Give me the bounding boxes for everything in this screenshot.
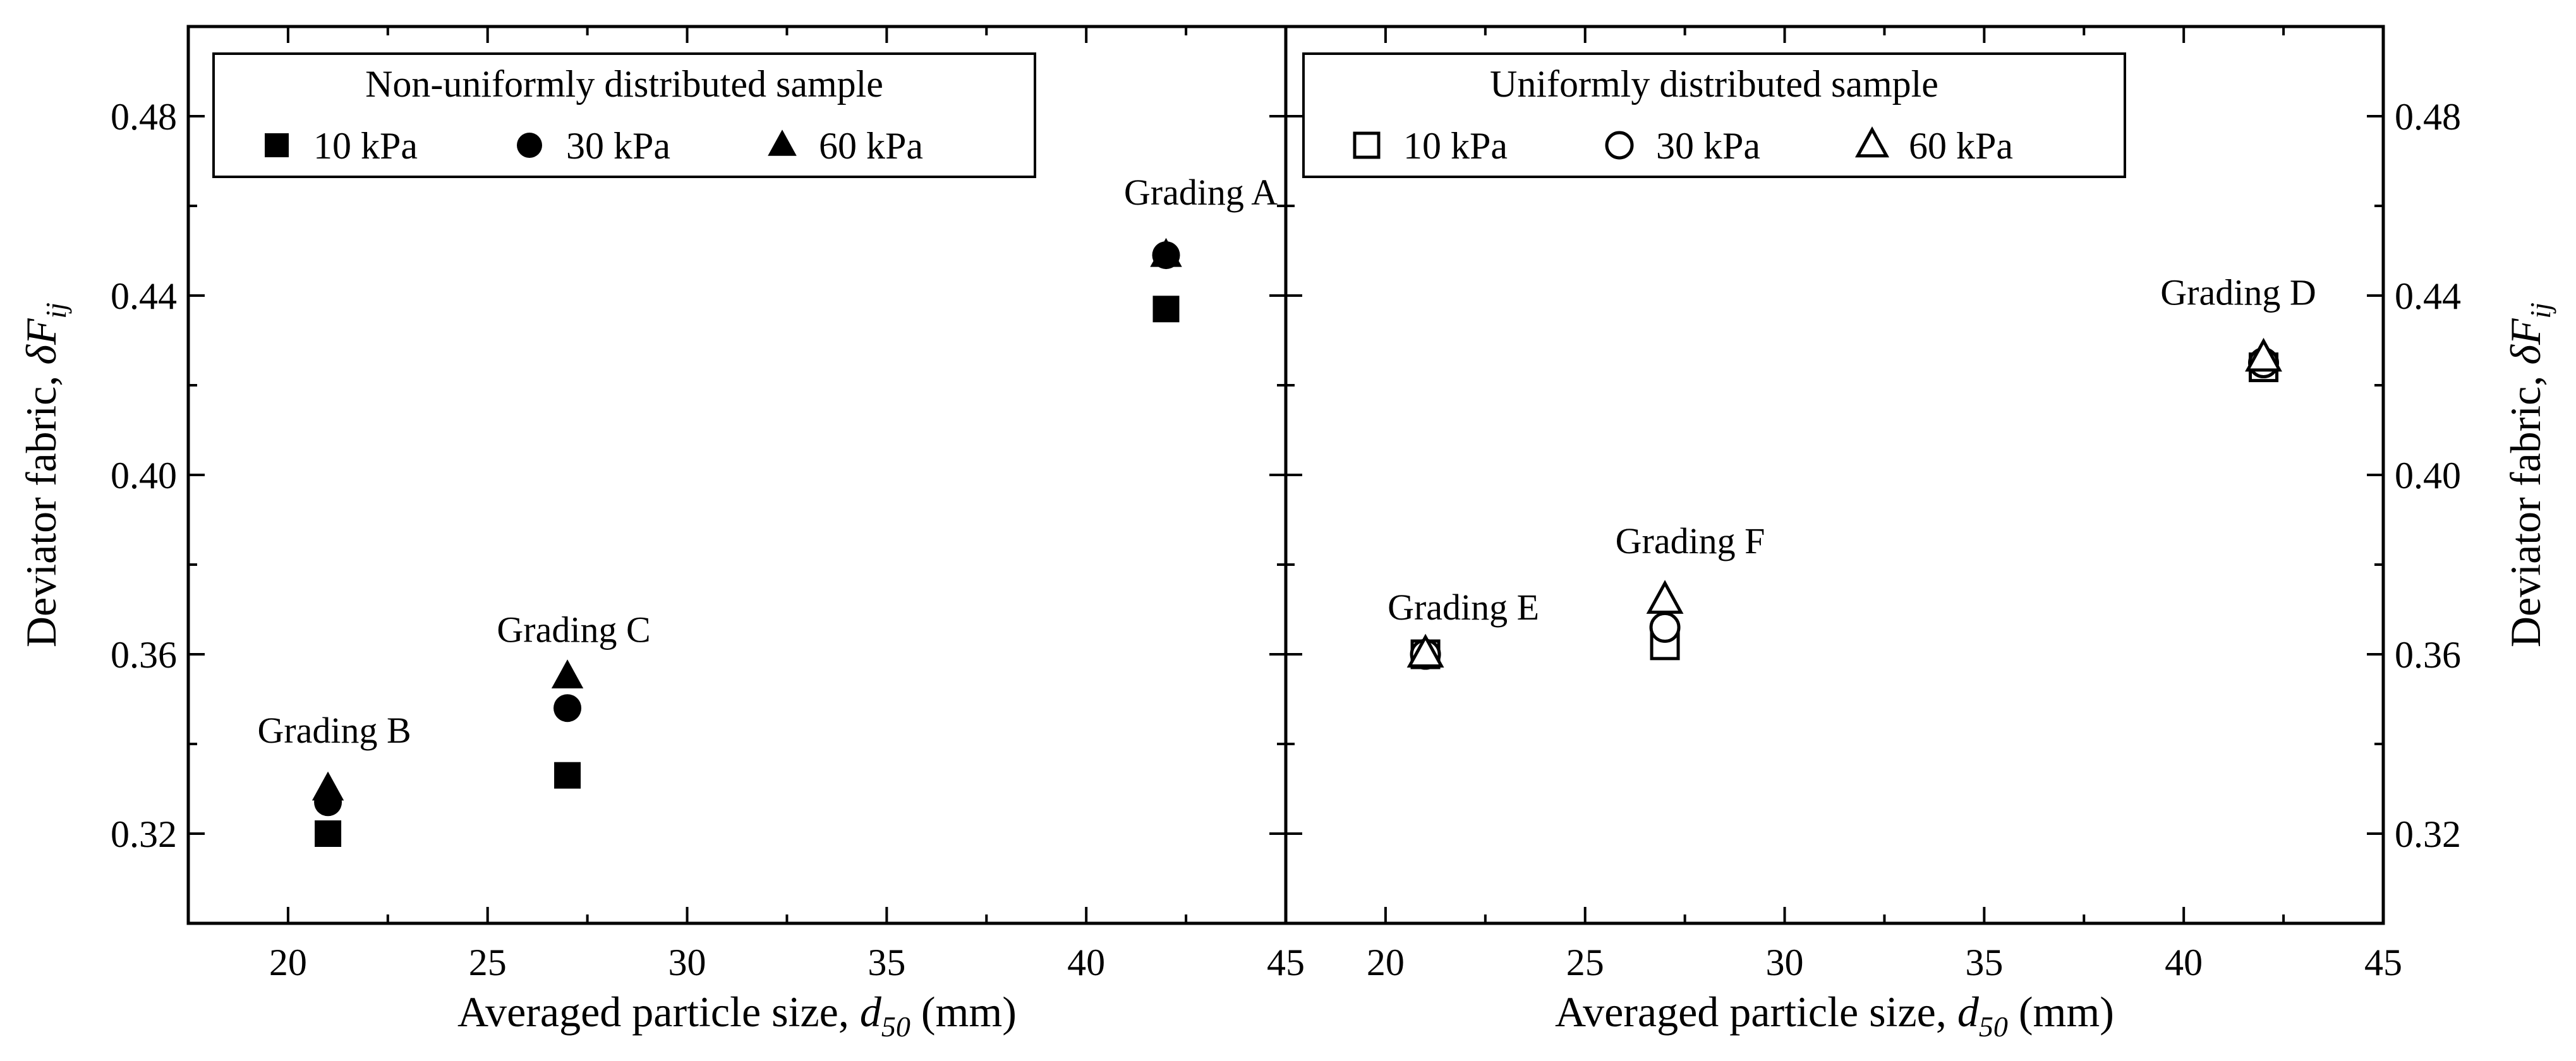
legend-marker-circle (1605, 131, 1634, 160)
data-point-triangle (551, 659, 584, 689)
data-point-triangle (1646, 580, 1684, 614)
y-axis-label-sub: ij (2524, 303, 2556, 319)
legend-marker-square (1353, 131, 1381, 159)
x-axis-label-main: Averaged particle size, (1555, 988, 1957, 1036)
legend-title: Non-uniformly distributed sample (365, 63, 883, 105)
x-tick-label: 45 (2364, 942, 2402, 983)
annotation-label: Grading A (1124, 172, 1278, 213)
y-axis-label-var: δF (2501, 318, 2549, 365)
legend-box (212, 52, 1036, 178)
y-axis-label-main: Deviator fabric, (17, 365, 65, 647)
legend-entry: 10 kPa (313, 125, 418, 167)
data-point-triangle (1406, 633, 1444, 668)
x-tick-label: 40 (1067, 942, 1105, 983)
x-axis-label: Averaged particle size, d50 (mm) (457, 988, 1017, 1043)
y-tick-label: 0.32 (111, 813, 177, 855)
x-tick-label: 35 (868, 942, 905, 983)
y-axis-label-sub: ij (40, 303, 72, 319)
x-axis-label-var: d (860, 988, 882, 1036)
x-tick-label: 35 (1965, 942, 2003, 983)
legend-title: Uniformly distributed sample (1490, 63, 1938, 105)
y-tick-label: 0.36 (111, 634, 177, 676)
legend-entry: 30 kPa (566, 125, 670, 167)
x-axis-label: Averaged particle size, d50 (mm) (1555, 988, 2114, 1043)
legend-marker-circle (517, 133, 542, 158)
y-tick-label: 0.32 (2395, 813, 2461, 855)
y-tick-label: 0.48 (111, 96, 177, 138)
data-point-square (315, 820, 342, 847)
x-tick-label: 20 (269, 942, 307, 983)
x-tick-label: 20 (1367, 942, 1405, 983)
y-axis-label: Deviator fabric, δFij (2501, 303, 2556, 647)
annotation-label: Grading C (497, 609, 650, 650)
x-axis-label-var: d (1957, 988, 1980, 1036)
legend-entry: 10 kPa (1403, 125, 1508, 167)
data-point-circle (553, 694, 582, 722)
legend-entry: 30 kPa (1656, 125, 1760, 167)
x-axis-label-unit: (mm) (2008, 988, 2114, 1036)
legend: Uniformly distributed sample 10 kPa 30 kPa… (1302, 52, 2126, 178)
x-axis-label-main: Averaged particle size, (457, 988, 860, 1036)
y-axis-label: Deviator fabric, δFij (17, 303, 72, 647)
legend: Non-uniformly distributed sample 10 kPa 30… (212, 52, 1036, 178)
x-tick-label: 40 (2165, 942, 2203, 983)
data-point-triangle (2245, 337, 2282, 372)
data-point-triangle (1150, 237, 1182, 267)
annotation-label: Grading D (2160, 272, 2316, 313)
x-axis-label-sub: 50 (1979, 1010, 2008, 1043)
y-tick-label: 0.40 (111, 455, 177, 496)
y-tick-label: 0.36 (2395, 634, 2461, 676)
panel-non-uniform: 20 25 30 35 40 45 0.32 0.36 0.40 0.44 0.48 Averaged… (17, 25, 1305, 1043)
x-tick-label: 30 (668, 942, 706, 983)
annotation-label: Grading F (1616, 520, 1765, 561)
x-tick-label: 45 (1267, 942, 1305, 983)
x-axis-label-sub: 50 (881, 1010, 910, 1043)
data-point-circle (1649, 611, 1681, 643)
legend-entry: 60 kPa (819, 125, 923, 167)
y-tick-label: 0.40 (2395, 455, 2461, 496)
x-axis-label-unit: (mm) (910, 988, 1017, 1036)
y-tick-label: 0.44 (2395, 275, 2461, 317)
legend-box (1302, 52, 2126, 178)
x-tick-label: 25 (469, 942, 507, 983)
y-axis-label-main: Deviator fabric, (2501, 365, 2549, 647)
x-tick-label: 30 (1766, 942, 1804, 983)
y-tick-label: 0.44 (111, 275, 177, 317)
data-point-square (1152, 296, 1180, 323)
panel-uniform: 20 25 30 35 40 45 0.32 0.36 0.40 0.44 0.48 Averaged… (1284, 25, 2556, 1043)
y-tick-label: 0.48 (2395, 96, 2461, 138)
annotation-label: Grading B (257, 710, 411, 751)
data-point-square (554, 762, 581, 789)
y-axis-label-var: δF (17, 318, 65, 365)
x-tick-label: 25 (1566, 942, 1604, 983)
legend-marker-square (265, 133, 289, 157)
data-point-triangle (311, 771, 344, 801)
legend-entry: 60 kPa (1909, 125, 2013, 167)
legend-marker-triangle (768, 129, 797, 156)
legend-marker-triangle (1854, 126, 1890, 158)
annotation-label: Grading E (1388, 587, 1539, 628)
